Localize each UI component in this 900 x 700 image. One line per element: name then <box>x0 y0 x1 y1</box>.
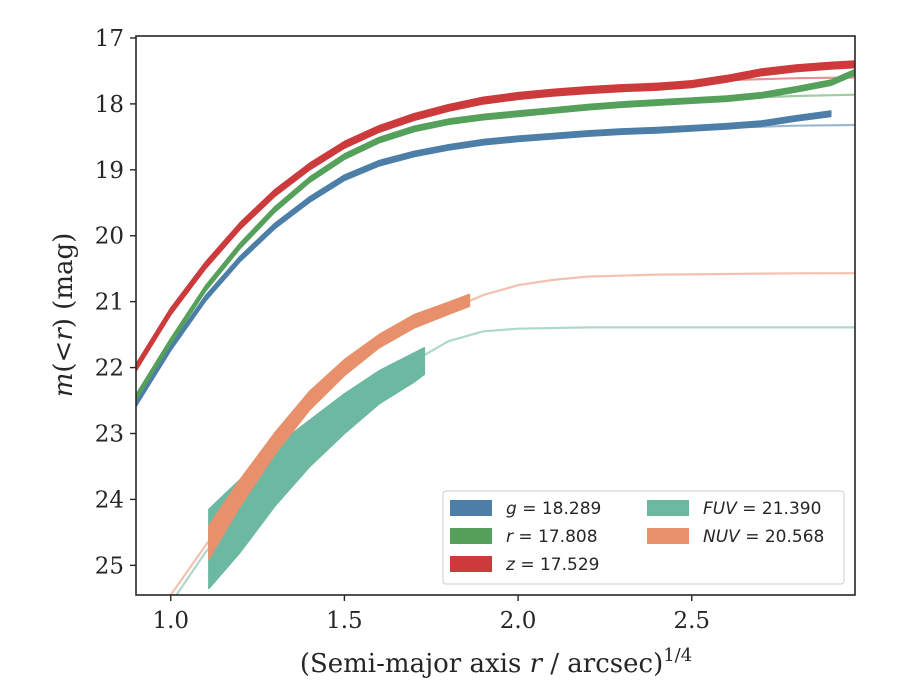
profile-band-g <box>136 110 832 408</box>
legend-label-fuv: FUV = 21.390 <box>703 499 821 519</box>
x-tick-label: 1.5 <box>326 608 363 634</box>
legend-box <box>442 490 845 585</box>
y-tick-label: 22 <box>95 356 124 382</box>
x-axis-label: (Semi-major axis r / arcsec)1/4 <box>300 645 692 679</box>
legend-swatch-z <box>450 556 492 572</box>
y-tick-label: 20 <box>95 224 124 250</box>
plot-frame <box>135 35 856 596</box>
y-tick-label: 24 <box>95 487 124 513</box>
y-tick-label: 21 <box>95 290 124 316</box>
legend-label-z: z = 17.529 <box>505 555 599 575</box>
x-tick-label: 1.0 <box>152 608 189 634</box>
legend-swatch-g <box>450 500 492 516</box>
x-tick-label: 2.5 <box>673 608 710 634</box>
y-tick-label: 25 <box>95 553 124 579</box>
axes: 1.0 1.5 2.0 2.5 17 18 19 20 21 22 23 24 25 <box>95 26 856 634</box>
profile-band-r <box>136 68 855 401</box>
plot-data-layer <box>136 60 855 595</box>
x-tick-label: 2.0 <box>500 608 537 634</box>
legend-label-g: g = 18.289 <box>506 499 601 519</box>
y-tick-label: 23 <box>95 421 124 447</box>
legend-label-r: r = 17.808 <box>506 527 598 547</box>
legend-swatch-nuv <box>647 528 689 544</box>
legend-label-nuv: NUV = 20.568 <box>703 527 824 547</box>
profile-band-z <box>136 60 855 372</box>
y-tick-label: 18 <box>95 92 124 118</box>
y-tick-label: 19 <box>95 158 124 184</box>
legend-swatch-fuv <box>647 500 689 516</box>
profile-band-nuv <box>208 293 471 560</box>
legend-swatch-r <box>450 528 492 544</box>
y-axis-label: m(<r) (mag) <box>49 233 79 398</box>
legend: g = 18.289 r = 17.808 z = 17.529 FUV = 21.3… <box>442 490 845 585</box>
y-tick-label: 17 <box>95 26 124 52</box>
profile-band-fuv <box>208 347 426 590</box>
